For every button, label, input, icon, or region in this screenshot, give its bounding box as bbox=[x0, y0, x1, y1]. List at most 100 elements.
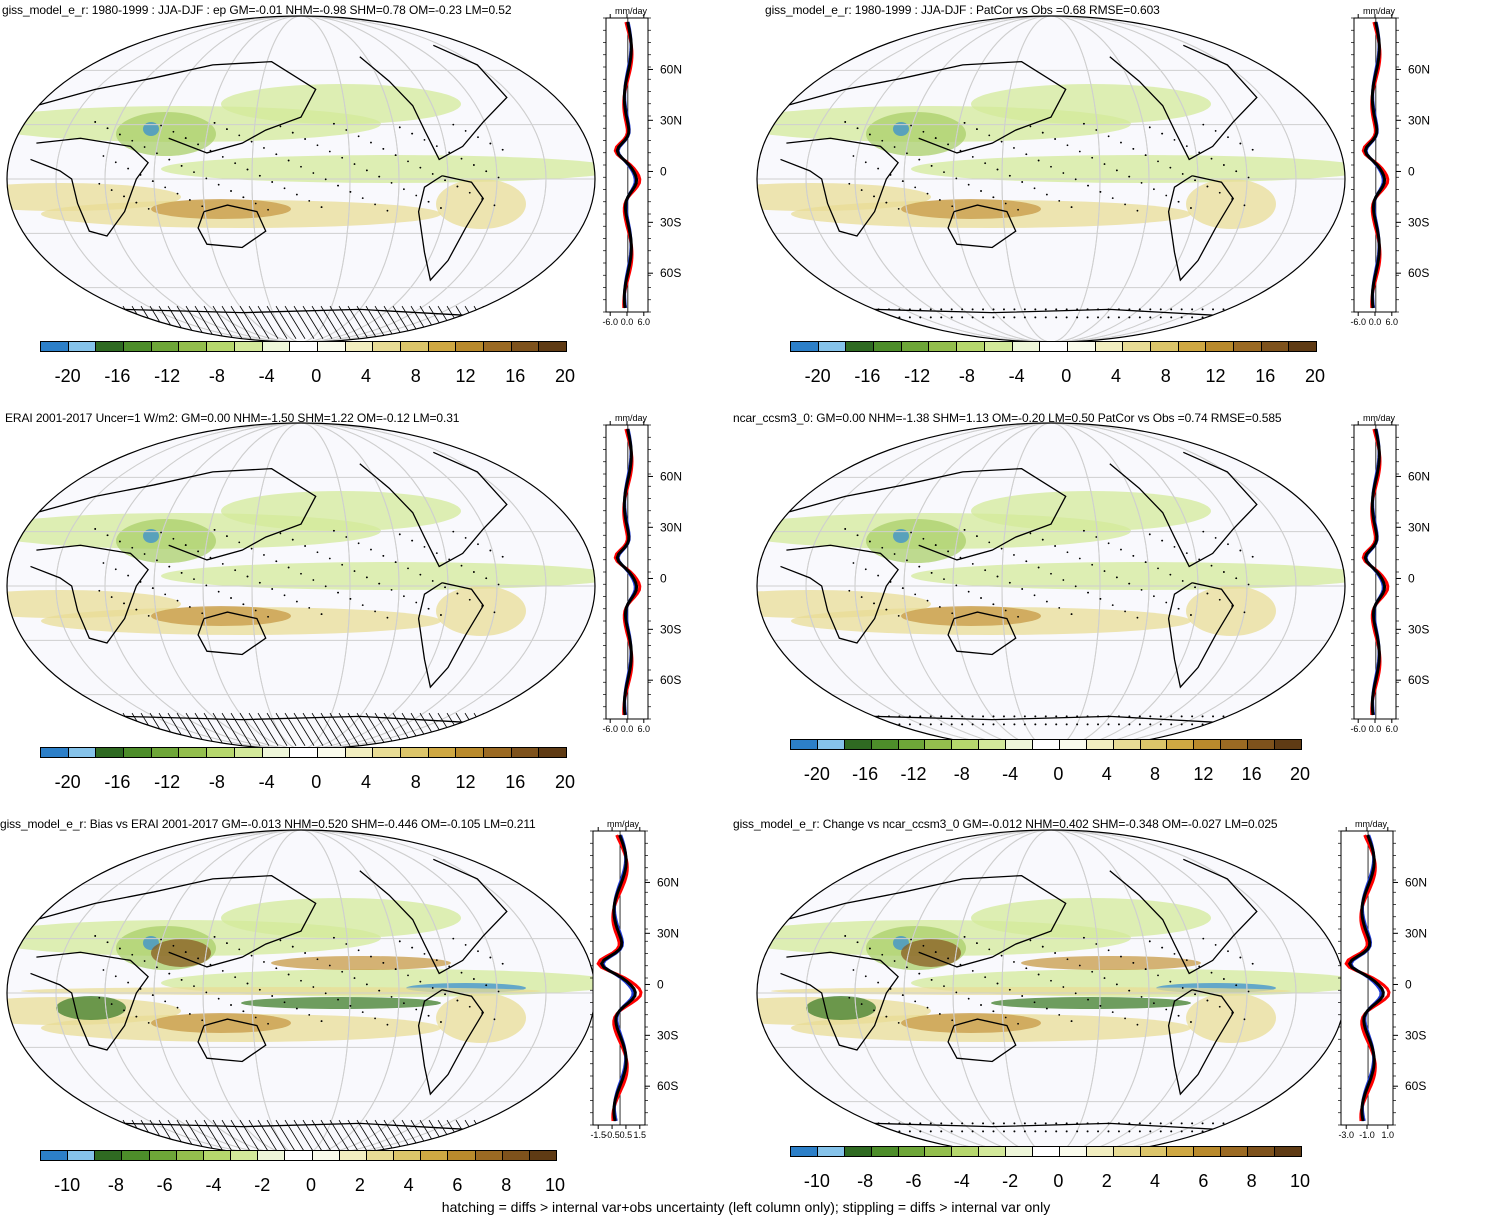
profile-x-tick: -6.0 bbox=[602, 317, 618, 326]
colorbar-label: 4 bbox=[361, 772, 372, 792]
colorbar bbox=[40, 747, 567, 758]
profile-x-tick: 0.0 bbox=[621, 724, 634, 733]
profile-lat-label: 60N bbox=[660, 62, 682, 76]
colorbar-label: -4 bbox=[1008, 366, 1025, 386]
colorbar-label: 0 bbox=[311, 366, 322, 386]
profile-lat-label: 60N bbox=[1405, 875, 1427, 889]
colorbar-label: -20 bbox=[54, 366, 81, 386]
colorbar-label: 8 bbox=[410, 772, 421, 792]
profile-lat-label: 30N bbox=[1408, 113, 1430, 127]
profile-x-tick: 0.0 bbox=[1369, 724, 1382, 733]
colorbar-swatch bbox=[898, 740, 926, 749]
colorbar-label: 0 bbox=[311, 772, 322, 792]
colorbar-label: 0 bbox=[1053, 764, 1064, 784]
profile-lat-label: 60S bbox=[660, 673, 681, 687]
colorbar-label: -12 bbox=[904, 366, 931, 386]
colorbar-label: 10 bbox=[1289, 1171, 1311, 1191]
colorbar-swatch bbox=[846, 342, 875, 351]
colorbar-label: -12 bbox=[154, 772, 181, 792]
colorbar-swatch bbox=[929, 342, 958, 351]
colorbar-swatch bbox=[68, 342, 97, 351]
colorbar-swatch bbox=[317, 748, 346, 757]
colorbar-swatch bbox=[95, 1151, 123, 1160]
colorbar-swatch bbox=[979, 1147, 1007, 1156]
colorbar-swatch bbox=[1113, 1147, 1141, 1156]
colorbar-swatch bbox=[511, 748, 540, 757]
profile-x-tick: 0.0 bbox=[621, 317, 634, 326]
colorbar-label: -4 bbox=[205, 1175, 222, 1195]
colorbar-swatch bbox=[122, 1151, 150, 1160]
profile-x-tick: -6.0 bbox=[1350, 317, 1366, 326]
colorbar-label: 16 bbox=[505, 772, 526, 792]
colorbar-label: 0 bbox=[1061, 366, 1072, 386]
profile-x-tick: 1.5 bbox=[634, 1130, 647, 1139]
colorbar-swatch bbox=[1167, 1147, 1195, 1156]
colorbar-swatch bbox=[421, 1151, 449, 1160]
colorbar-label: -2 bbox=[254, 1175, 271, 1195]
colorbar-swatch bbox=[1033, 1147, 1060, 1156]
colorbar-swatch bbox=[1248, 1147, 1276, 1156]
profile-lat-label: 60N bbox=[1408, 62, 1430, 76]
colorbar-label: -16 bbox=[104, 366, 131, 386]
profile-black-line bbox=[1363, 21, 1387, 309]
colorbar-swatch bbox=[1178, 342, 1207, 351]
profile-red-line bbox=[1344, 834, 1391, 1122]
colorbar-label: 4 bbox=[1101, 764, 1112, 784]
colorbar-swatch bbox=[898, 1147, 926, 1156]
zonal-mean-profile: mm/day 60N 30N 0 30S 60S -6.0 0.0 6.0 bbox=[602, 6, 682, 326]
profile-lat-label: 60N bbox=[657, 875, 679, 889]
profile-black-line bbox=[1347, 834, 1385, 1122]
colorbar-swatch bbox=[1033, 740, 1060, 749]
colorbar-swatch bbox=[901, 342, 930, 351]
colorbar-swatch bbox=[1095, 342, 1124, 351]
colorbar-label: -8 bbox=[857, 1171, 874, 1191]
colorbar-swatch bbox=[234, 748, 263, 757]
colorbar bbox=[790, 739, 1302, 750]
colorbar-label: -4 bbox=[258, 366, 275, 386]
colorbar-swatch bbox=[871, 1147, 899, 1156]
colorbar-swatch bbox=[1221, 1147, 1249, 1156]
colorbar-swatch bbox=[1275, 740, 1301, 749]
colorbar-swatch bbox=[373, 342, 401, 351]
zonal-mean-profile: mm/day 60N 30N 0 30S 60S -1.5-0.5 0.5 1.5 bbox=[590, 819, 679, 1139]
colorbar-swatch bbox=[952, 740, 980, 749]
colorbar-swatch bbox=[791, 740, 818, 749]
colorbar-label: 12 bbox=[1205, 366, 1226, 386]
colorbar-swatch bbox=[1059, 1147, 1087, 1156]
profile-unit-label: mm/day bbox=[615, 413, 648, 423]
profile-x-tick: -6.0 bbox=[602, 724, 618, 733]
colorbar-swatch bbox=[231, 1151, 259, 1160]
world-map bbox=[6, 15, 596, 343]
colorbar-swatch bbox=[952, 1147, 980, 1156]
colorbar-label: -8 bbox=[958, 366, 975, 386]
colorbar-label: 8 bbox=[1160, 366, 1171, 386]
colorbar-swatch bbox=[1261, 342, 1290, 351]
colorbar-swatch bbox=[1150, 342, 1179, 351]
colorbar-swatch bbox=[1194, 740, 1222, 749]
colorbar-label: 20 bbox=[1289, 764, 1311, 784]
zonal-mean-profile: mm/day 60N 30N 0 30S 60S -6.0 0.0 6.0 bbox=[1350, 413, 1430, 733]
colorbar-swatch bbox=[207, 748, 235, 757]
profile-red-line bbox=[596, 834, 643, 1122]
colorbar-swatch bbox=[791, 342, 819, 351]
colorbar-swatch bbox=[149, 1151, 177, 1160]
profile-lat-label: 30N bbox=[657, 926, 679, 940]
colorbar-swatch bbox=[475, 1151, 503, 1160]
colorbar-swatch bbox=[502, 1151, 530, 1160]
zonal-mean-profile: mm/day 60N 30N 0 30S 60S -6.0 0.0 6.0 bbox=[602, 413, 682, 733]
colorbar-label: -10 bbox=[803, 1171, 830, 1191]
profile-x-tick: 6.0 bbox=[638, 724, 651, 733]
profile-lat-label: 0 bbox=[657, 977, 664, 991]
colorbar-label: 16 bbox=[1255, 366, 1276, 386]
colorbar-label: 4 bbox=[1150, 1171, 1161, 1191]
world-map bbox=[756, 422, 1346, 750]
profile-lat-label: 0 bbox=[1408, 571, 1415, 585]
profile-black-line bbox=[615, 428, 639, 716]
colorbar-swatch bbox=[400, 342, 429, 351]
colorbar-swatch bbox=[179, 748, 208, 757]
colorbar-swatch bbox=[290, 342, 318, 351]
colorbar-swatch bbox=[456, 748, 484, 757]
colorbar-swatch bbox=[529, 1151, 556, 1160]
colorbar-swatch bbox=[428, 342, 457, 351]
profile-lat-label: 60S bbox=[1405, 1079, 1426, 1093]
